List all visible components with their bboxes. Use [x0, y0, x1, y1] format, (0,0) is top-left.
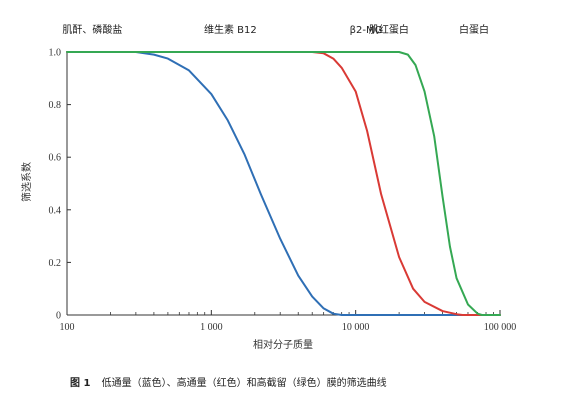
x-tick-label: 1 000 [200, 322, 223, 333]
x-tick-label: 10 000 [342, 322, 370, 333]
top-label: 维生素 B12 [204, 23, 257, 36]
plot-area: 0 0.2 0.4 0.6 0.8 1.0 100 1 000 10 000 100 000 [49, 48, 517, 334]
top-label: 肌红蛋白 [369, 23, 409, 36]
y-tick-label: 0.8 [49, 100, 62, 111]
top-label: β2-MG [350, 25, 383, 36]
x-tick-label: 100 [60, 322, 75, 333]
series-line-2 [66, 51, 501, 316]
series-line-1 [66, 51, 501, 316]
y-tick-label: 1.0 [49, 48, 62, 59]
x-axis-title: 相对分子质量 [253, 338, 313, 351]
y-axis-title: 筛选系数 [20, 162, 33, 202]
x-tick-label: 100 000 [484, 322, 517, 333]
figure-caption: 图 1 低通量（蓝色）、高通量（红色）和高截留（绿色）膜的筛选曲线 [70, 376, 387, 389]
x-ticks: 100 1 000 10 000 100 000 [60, 310, 517, 333]
top-label: 白蛋白 [459, 23, 489, 36]
y-tick-label: 0 [56, 311, 61, 322]
series-lines [66, 51, 501, 316]
y-tick-label: 0.4 [49, 205, 62, 216]
y-ticks: 0 0.2 0.4 0.6 0.8 1.0 [49, 48, 71, 322]
series-line-0 [66, 51, 501, 316]
y-tick-label: 0.6 [49, 153, 62, 164]
figure-caption-text: 低通量（蓝色）、高通量（红色）和高截留（绿色）膜的筛选曲线 [102, 376, 387, 389]
figure-number: 图 1 [70, 377, 90, 389]
y-tick-label: 0.2 [49, 258, 62, 269]
top-label: 肌酐、磷酸盐 [62, 23, 122, 36]
